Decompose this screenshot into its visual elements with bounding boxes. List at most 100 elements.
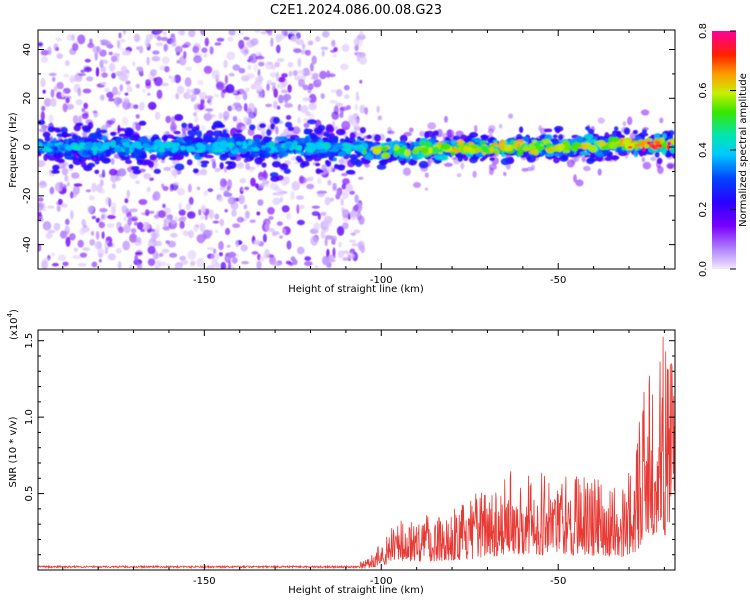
heatmap-noise-blob (106, 223, 115, 228)
heatmap-noise-blob (279, 235, 283, 239)
heatmap-noise-blob (53, 222, 61, 231)
heatmap-band-blob (317, 124, 326, 132)
heatmap-band-blob (38, 153, 42, 157)
heatmap-noise-blob (79, 252, 88, 258)
heatmap-noise-blob (320, 46, 329, 51)
heatmap-band-blob (528, 150, 538, 155)
heatmap-noise-blob (266, 83, 270, 91)
heatmap-band-blob (87, 162, 96, 168)
heatmap-band-blob (284, 142, 292, 149)
heatmap-noise-blob (213, 262, 221, 269)
heatmap-noise-blob (503, 172, 507, 176)
heatmap-band-blob (185, 145, 195, 150)
heatmap-noise-blob (357, 240, 365, 250)
heatmap-noise-blob (359, 104, 366, 114)
heatmap-noise-blob (353, 125, 361, 131)
heatmap-noise-blob (218, 252, 223, 257)
heatmap-noise-blob (641, 157, 646, 163)
heatmap-noise-blob (356, 132, 364, 137)
heatmap-noise-blob (350, 232, 357, 236)
heatmap-noise-blob (279, 196, 284, 203)
heatmap-noise-blob (334, 126, 339, 130)
heatmap-band-blob (623, 127, 631, 135)
heatmap-noise-blob (66, 181, 70, 187)
heatmap-band-blob (474, 138, 482, 143)
heatmap-noise-blob (286, 212, 292, 220)
heatmap-band-blob (252, 147, 260, 152)
heatmap-band-blob (187, 138, 193, 145)
heatmap-noise-blob (186, 88, 191, 97)
heatmap-x-tick-label: -150 (193, 275, 216, 286)
heatmap-band-blob (563, 149, 571, 153)
heatmap-noise-blob (359, 79, 363, 84)
heatmap-noise-blob (354, 204, 359, 212)
heatmap-band-blob (364, 154, 371, 160)
heatmap-noise-blob (451, 156, 458, 161)
heatmap-noise-blob (295, 39, 305, 46)
heatmap-band-blob (480, 158, 485, 162)
heatmap-noise-blob (200, 124, 206, 132)
heatmap-noise-blob (148, 210, 155, 214)
heatmap-band-blob (381, 152, 391, 159)
heatmap-noise-blob (364, 163, 370, 168)
heatmap-band-blob (671, 151, 675, 159)
heatmap-noise-blob (207, 247, 215, 251)
heatmap-noise-blob (218, 112, 223, 120)
heatmap-noise-blob (272, 197, 281, 206)
heatmap-band-blob (99, 154, 106, 161)
heatmap-noise-blob (146, 186, 151, 193)
heatmap-noise-blob (312, 72, 319, 79)
heatmap-noise-blob (122, 30, 126, 35)
heatmap-noise-blob (69, 233, 76, 241)
heatmap-noise-blob (100, 212, 107, 221)
heatmap-noise-blob (238, 39, 245, 50)
heatmap-noise-blob (124, 92, 129, 96)
heatmap-noise-blob (208, 209, 214, 220)
heatmap-noise-blob (188, 196, 194, 205)
heatmap-noise-blob (65, 236, 71, 247)
heatmap-noise-blob (73, 183, 83, 187)
heatmap-noise-blob (149, 177, 154, 181)
heatmap-band-blob (94, 169, 100, 174)
heatmap-noise-blob (227, 105, 233, 112)
heatmap-noise-blob (336, 226, 345, 236)
heatmap-band-blob (428, 147, 433, 154)
heatmap-noise-blob (75, 99, 83, 106)
heatmap-band-blob (212, 130, 223, 137)
heatmap-noise-blob (443, 162, 453, 167)
heatmap-band-blob (493, 148, 500, 156)
heatmap-band-blob (345, 136, 349, 144)
heatmap-noise-blob (153, 30, 163, 34)
heatmap-noise-blob (301, 43, 306, 50)
heatmap-noise-blob (144, 38, 150, 48)
heatmap-noise-blob (296, 204, 300, 214)
heatmap-noise-blob (188, 30, 196, 38)
heatmap-band-blob (610, 137, 621, 143)
heatmap-band-layer (38, 114, 675, 182)
heatmap-band-blob (153, 168, 161, 174)
heatmap-noise-blob (107, 242, 113, 248)
heatmap-noise-blob (251, 251, 259, 255)
heatmap-band-blob (411, 149, 419, 155)
heatmap-noise-blob (244, 87, 250, 93)
heatmap-noise-blob (82, 88, 92, 94)
heatmap-noise-blob (192, 88, 201, 95)
heatmap-noise-blob (358, 56, 368, 65)
heatmap-band-blob (138, 120, 147, 126)
heatmap-noise-blob (98, 221, 106, 229)
heatmap-noise-blob (250, 83, 257, 90)
heatmap-noise-blob (41, 124, 48, 130)
heatmap-noise-blob (204, 95, 214, 100)
heatmap-noise-blob (287, 61, 294, 68)
heatmap-band-blob (270, 176, 280, 182)
heatmap-noise-blob (176, 187, 186, 196)
heatmap-noise-blob (261, 131, 265, 135)
heatmap-noise-blob (98, 258, 102, 263)
heatmap-noise-blob (354, 103, 359, 111)
heatmap-noise-blob (290, 190, 295, 201)
heatmap-band-blob (287, 126, 294, 131)
heatmap-noise-blob (308, 93, 317, 104)
heatmap-noise-blob (344, 94, 350, 100)
heatmap-noise-blob (320, 229, 326, 239)
heatmap-noise-blob (353, 229, 361, 234)
